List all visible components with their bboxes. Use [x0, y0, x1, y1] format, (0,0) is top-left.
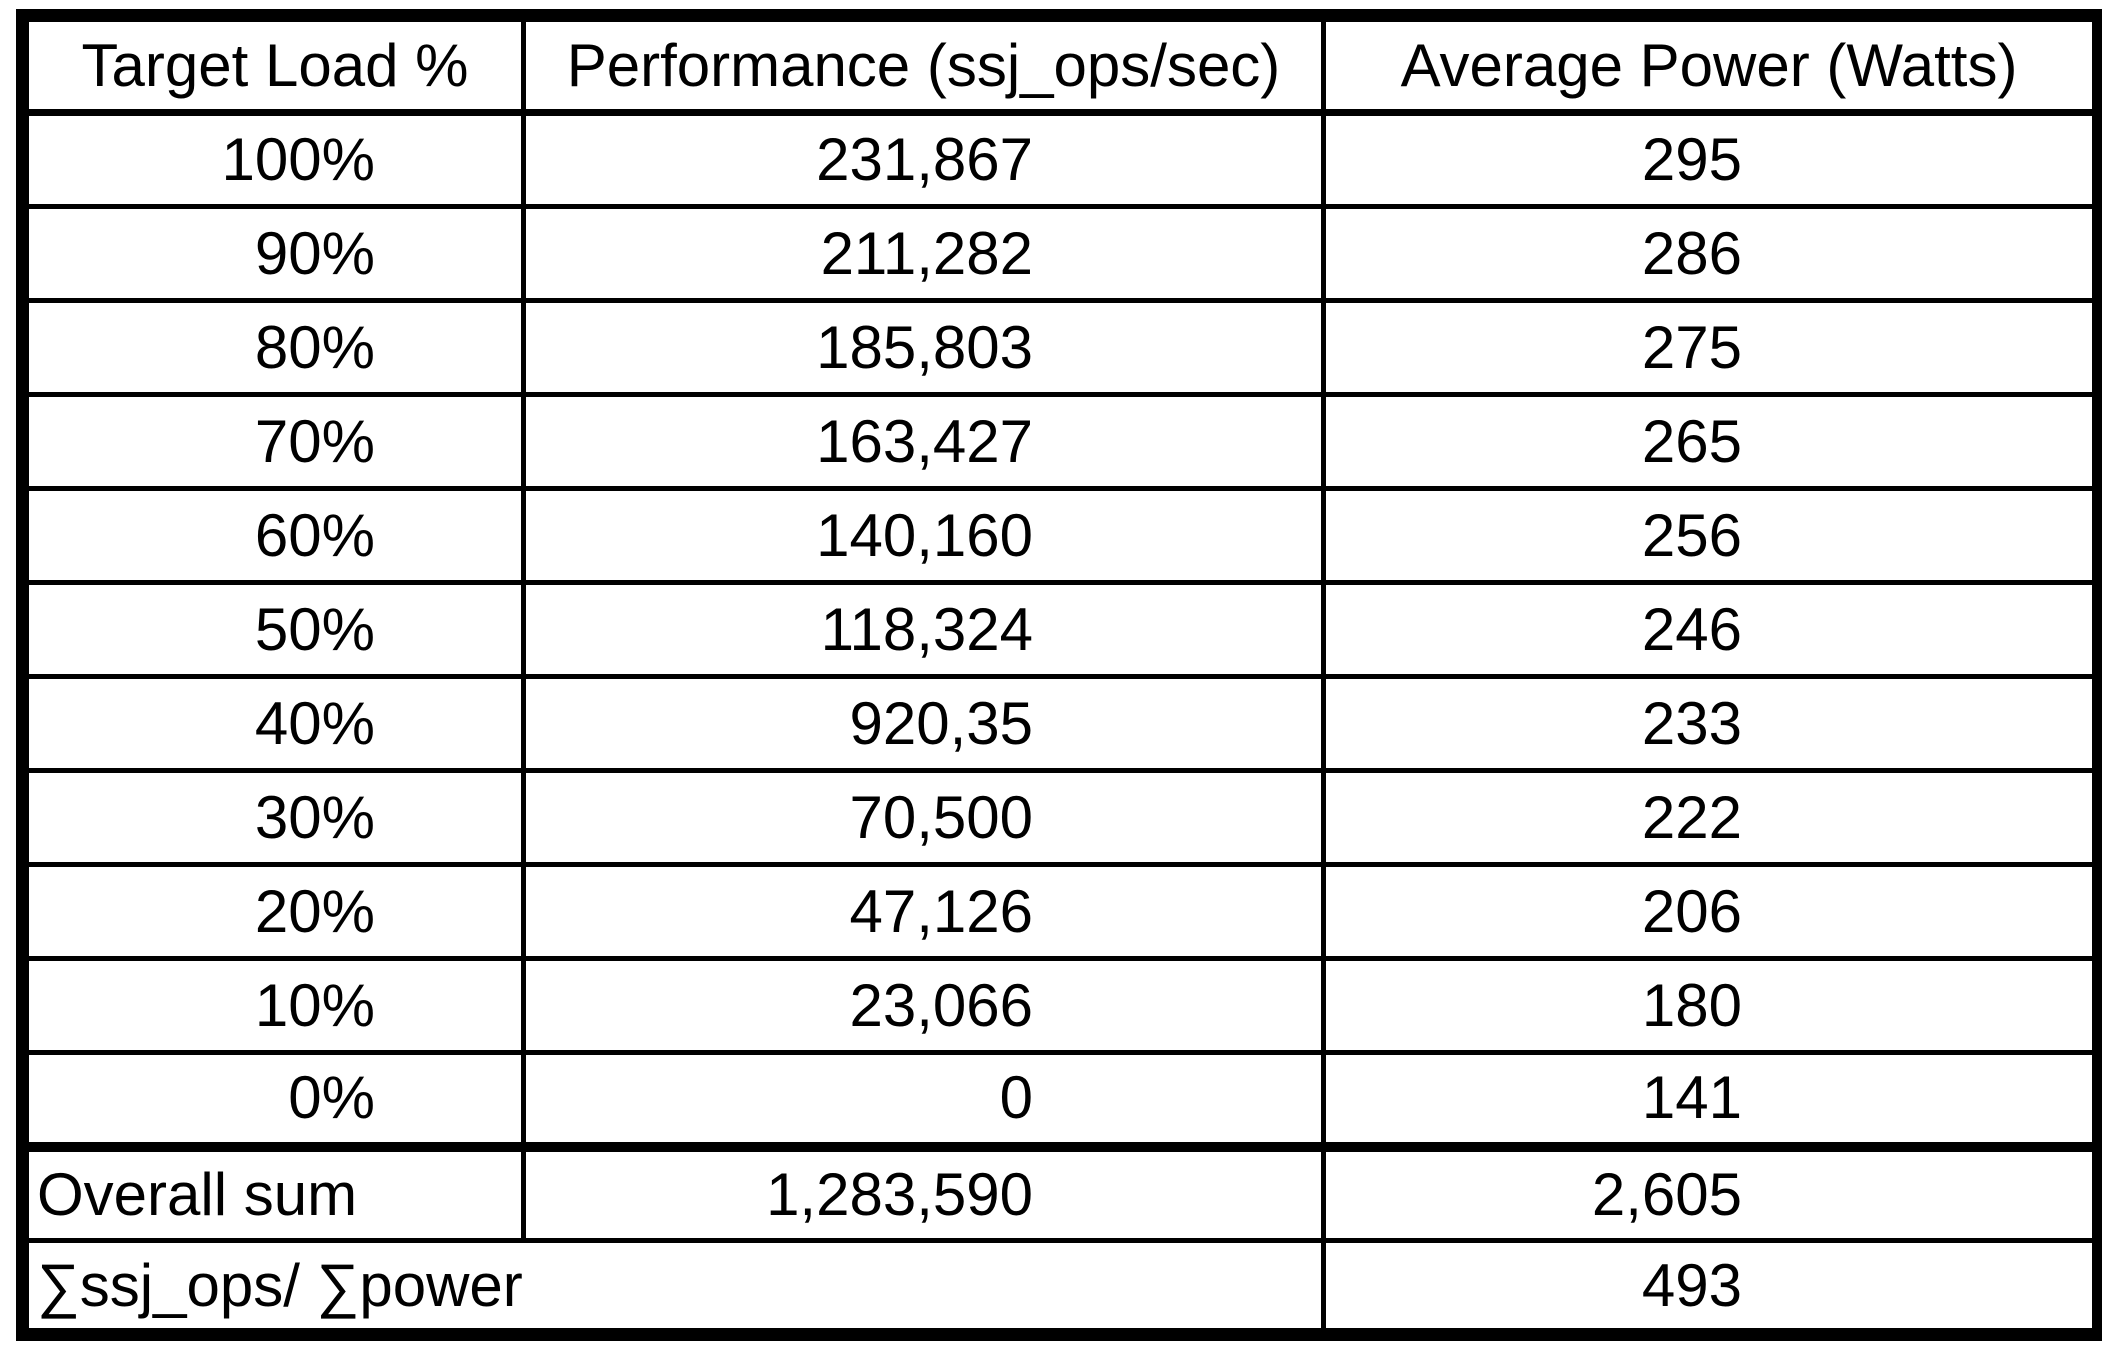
power-performance-table: Target Load % Performance (ssj_ops/sec) …	[16, 9, 2102, 1341]
ratio-row: ∑ssj_ops/ ∑power 493	[20, 1238, 2101, 1337]
cell-average-power: 233	[1321, 674, 2101, 773]
cell-target-load: 20%	[20, 862, 526, 961]
ratio-label: ∑ssj_ops/ ∑power	[20, 1238, 1326, 1337]
cell-performance-sum: 1,283,590	[521, 1144, 1326, 1243]
table-row: 10% 23,066 180	[20, 956, 2101, 1055]
table-row: 90% 211,282 286	[20, 204, 2101, 303]
table-header: Target Load % Performance (ssj_ops/sec) …	[20, 13, 2101, 116]
cell-performance: 163,427	[521, 392, 1326, 491]
table-row: 50% 118,324 246	[20, 580, 2101, 679]
header-row: Target Load % Performance (ssj_ops/sec) …	[20, 13, 2101, 116]
cell-average-power: 222	[1321, 768, 2101, 867]
cell-average-power: 275	[1321, 298, 2101, 397]
table-row: 20% 47,126 206	[20, 862, 2101, 961]
table-row: 100% 231,867 295	[20, 110, 2101, 209]
cell-performance: 23,066	[521, 956, 1326, 1055]
cell-average-power: 180	[1321, 956, 2101, 1055]
cell-average-power: 295	[1321, 110, 2101, 209]
cell-target-load: 70%	[20, 392, 526, 491]
cell-performance: 118,324	[521, 580, 1326, 679]
column-header-average-power: Average Power (Watts)	[1321, 13, 2101, 116]
cell-target-load: 40%	[20, 674, 526, 773]
cell-average-power: 246	[1321, 580, 2101, 679]
table-row: 80% 185,803 275	[20, 298, 2101, 397]
cell-performance: 47,126	[521, 862, 1326, 961]
cell-target-load: 60%	[20, 486, 526, 585]
cell-target-load: 30%	[20, 768, 526, 867]
cell-performance: 185,803	[521, 298, 1326, 397]
cell-performance: 140,160	[521, 486, 1326, 585]
table-body: 100% 231,867 295 90% 211,282 286 80% 185…	[20, 110, 2101, 1337]
cell-ratio-value: 493	[1321, 1238, 2101, 1337]
cell-average-power: 286	[1321, 204, 2101, 303]
cell-target-load: 10%	[20, 956, 526, 1055]
cell-average-power: 206	[1321, 862, 2101, 961]
cell-performance: 231,867	[521, 110, 1326, 209]
column-header-target-load: Target Load %	[20, 13, 526, 116]
cell-target-load: 50%	[20, 580, 526, 679]
overall-sum-row: Overall sum 1,283,590 2,605	[20, 1144, 2101, 1243]
table-row: 40% 920,35 233	[20, 674, 2101, 773]
cell-target-load: 90%	[20, 204, 526, 303]
cell-average-power: 265	[1321, 392, 2101, 491]
cell-performance: 70,500	[521, 768, 1326, 867]
table-row: 60% 140,160 256	[20, 486, 2101, 585]
cell-performance: 0	[521, 1050, 1326, 1152]
cell-performance: 211,282	[521, 204, 1326, 303]
cell-target-load: 80%	[20, 298, 526, 397]
cell-average-power: 141	[1321, 1050, 2101, 1152]
cell-average-power: 256	[1321, 486, 2101, 585]
column-header-performance: Performance (ssj_ops/sec)	[521, 13, 1326, 116]
table-row: 70% 163,427 265	[20, 392, 2101, 491]
cell-target-load: 0%	[20, 1050, 526, 1152]
cell-target-load: 100%	[20, 110, 526, 209]
table-row: 30% 70,500 222	[20, 768, 2101, 867]
overall-sum-label: Overall sum	[20, 1144, 526, 1243]
cell-power-sum: 2,605	[1321, 1144, 2101, 1243]
table-row: 0% 0 141	[20, 1050, 2101, 1152]
cell-performance: 920,35	[521, 674, 1326, 773]
